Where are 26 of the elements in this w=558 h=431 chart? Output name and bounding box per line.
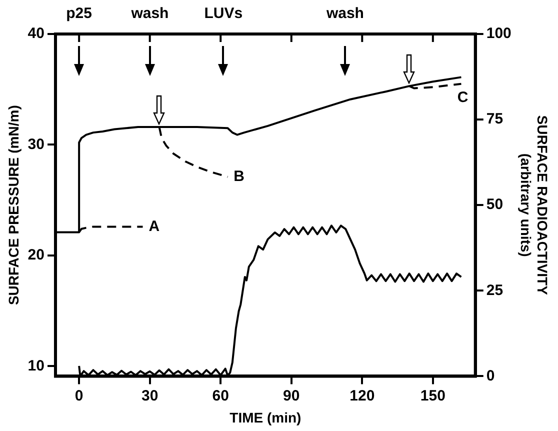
x-axis-title: TIME (min) (230, 409, 302, 426)
y-tick-label: 30 (28, 136, 44, 153)
x-tick-label: 120 (350, 387, 375, 404)
text: wash (325, 5, 364, 22)
text: LUVs (204, 5, 243, 22)
x-tick-label: 30 (142, 387, 158, 404)
y2-tick-label: 75 (486, 110, 504, 128)
y-tick-label: 40 (28, 25, 44, 42)
y-axis-title: SURFACE PRESSURE (mN/m) (5, 105, 22, 306)
y2-axis-title: SURFACE RADIOACTIVITY (arbitrary units) (518, 115, 551, 296)
series-label: C (457, 88, 468, 106)
y2-tick-label: 25 (486, 282, 504, 299)
y2-tick-label: 50 (486, 196, 504, 214)
x-tick-label: 150 (420, 387, 446, 404)
x-tick-label: 0 (74, 387, 84, 404)
text: wash (130, 5, 169, 22)
x-tick-label: 60 (212, 387, 229, 404)
y2-tick-label: 100 (486, 25, 512, 42)
text: p25 (66, 5, 92, 22)
y2-tick-label: 0 (486, 367, 495, 384)
y-tick-label: 20 (28, 246, 44, 264)
series-label: A (148, 218, 160, 235)
line-series (158, 126, 229, 178)
x-tick-label: 90 (283, 387, 300, 404)
series-label: B (234, 168, 245, 185)
y-tick-label: 10 (28, 357, 44, 374)
